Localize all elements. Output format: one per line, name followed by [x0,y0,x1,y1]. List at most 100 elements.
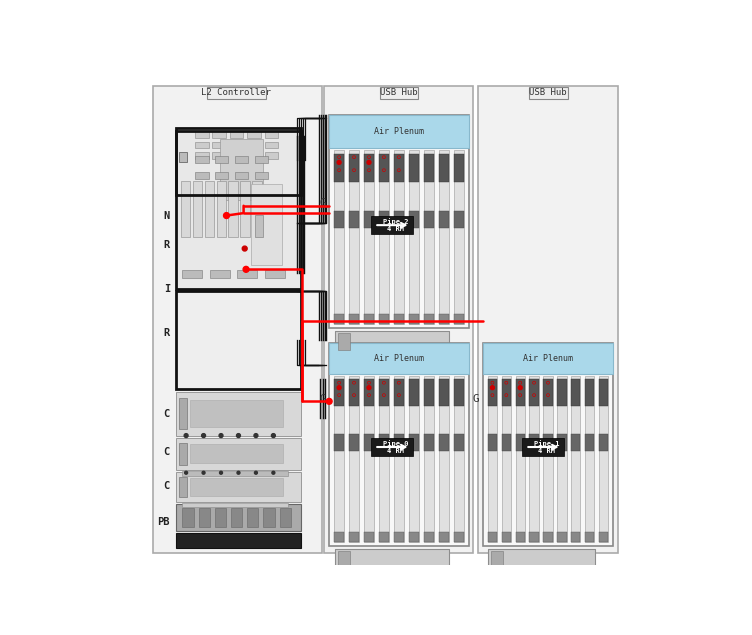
Bar [195,142,208,149]
Bar [178,443,187,465]
Text: C: C [164,408,170,418]
Bar [543,376,553,542]
Bar [379,531,389,542]
Bar [394,150,404,324]
Bar [557,531,566,542]
Bar [220,139,263,200]
Bar [215,172,229,179]
Bar [183,471,288,476]
Bar [334,154,344,182]
Bar [176,392,301,436]
Bar [516,376,525,542]
Bar [212,131,226,138]
Bar [409,531,419,542]
Bar [394,434,404,451]
Text: USB Hub: USB Hub [529,88,567,97]
Bar [371,438,413,457]
Bar [543,434,553,451]
Circle shape [220,471,223,474]
Bar [394,211,404,229]
Bar [478,86,617,553]
Bar [557,379,566,406]
Bar [557,434,566,451]
Bar [212,152,226,159]
Text: Pipe 1
4 RM: Pipe 1 4 RM [534,440,559,454]
Text: R: R [164,240,170,250]
Bar [438,154,449,182]
Bar [280,508,291,527]
Bar [229,181,238,237]
Bar [335,549,449,569]
Bar [183,502,288,507]
Bar [453,314,464,324]
Bar [349,314,359,324]
Bar [599,434,608,451]
Bar [409,379,419,406]
Bar [585,376,594,542]
Bar [349,211,359,229]
Bar [488,376,497,542]
Bar [349,434,359,451]
Bar [176,472,301,502]
Circle shape [271,434,275,438]
Text: G: G [472,394,479,404]
Bar [217,181,226,237]
Bar [394,531,404,542]
Bar [423,434,434,451]
Bar [379,314,389,324]
Circle shape [337,385,341,390]
Bar [438,531,449,542]
Bar [423,379,434,406]
Bar [409,434,419,451]
Bar [364,154,374,182]
Bar [557,376,566,542]
Bar [190,401,284,427]
Bar [265,271,284,277]
Bar [438,376,449,542]
Bar [394,154,404,182]
Bar [364,434,374,451]
Bar [502,531,511,542]
Bar [230,152,244,159]
Circle shape [367,161,371,164]
Bar [502,379,511,406]
Bar [247,152,261,159]
Bar [265,152,278,159]
Bar [334,434,344,451]
Bar [195,152,208,159]
Bar [176,291,301,389]
Bar [338,551,350,567]
Bar [379,376,389,542]
Bar [453,434,464,451]
Bar [438,434,449,451]
Bar [409,150,419,324]
Bar [190,444,284,464]
Bar [364,376,374,542]
Bar [235,172,248,179]
Bar [379,150,389,324]
Bar [349,150,359,324]
Bar [335,549,449,569]
Bar [349,531,359,542]
Bar [571,379,581,406]
Bar [255,215,263,237]
Bar [379,154,389,182]
Bar [338,352,345,358]
Bar [488,549,595,569]
Bar [235,156,248,163]
Bar [329,116,468,328]
Bar [516,379,525,406]
Bar [231,508,242,527]
Bar [183,508,193,527]
Bar [571,434,581,451]
Bar [409,314,419,324]
Circle shape [272,471,274,474]
Bar [409,376,419,542]
Bar [599,531,608,542]
Bar [571,376,581,542]
Circle shape [518,385,522,390]
Bar [349,379,359,406]
Bar [585,379,594,406]
Bar [334,211,344,229]
Bar [522,438,563,457]
